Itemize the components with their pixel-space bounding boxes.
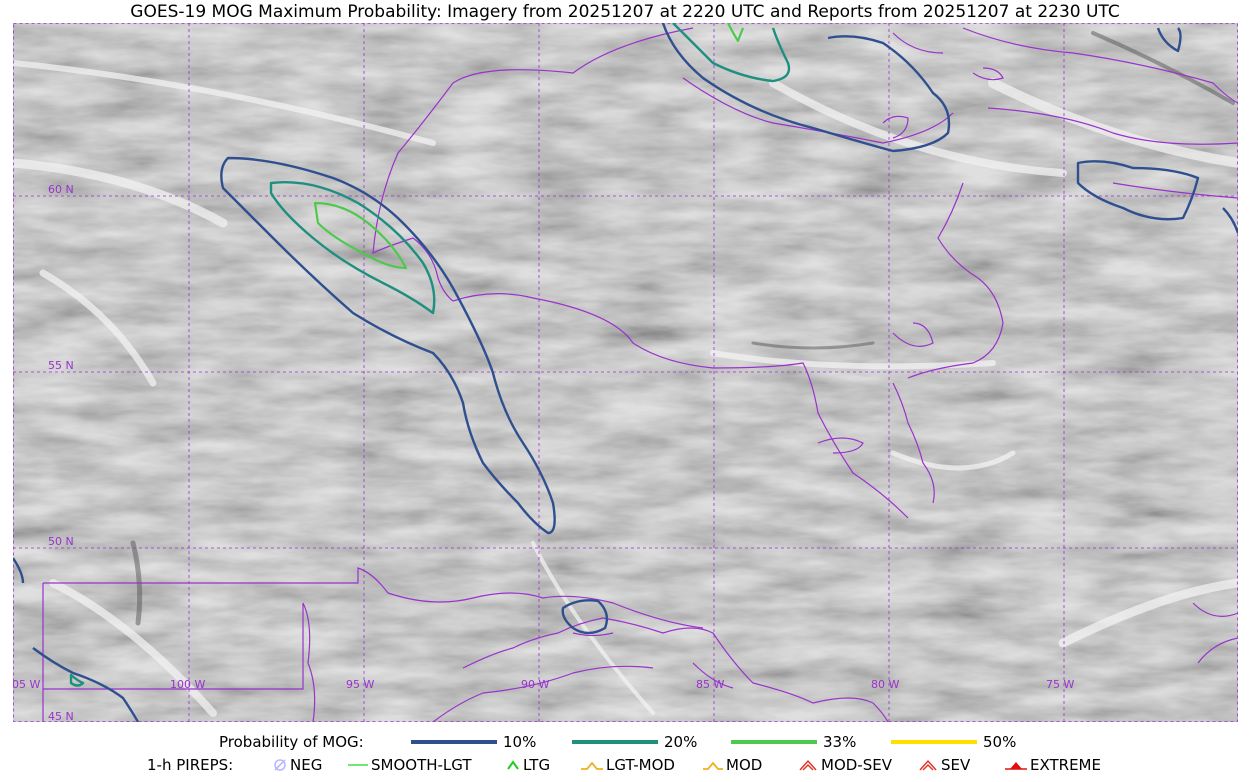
swatch-33-line bbox=[731, 740, 817, 744]
pirep-label-smooth-lgt: SMOOTH-LGT bbox=[371, 756, 472, 774]
legend-label-10: 10% bbox=[503, 733, 537, 751]
page-title: GOES-19 MOG Maximum Probability: Imagery… bbox=[130, 2, 1120, 22]
double-hat-icon bbox=[919, 759, 937, 771]
legend-item-50: 50% bbox=[891, 733, 1016, 751]
probability-10-contours bbox=[13, 23, 1238, 722]
pirep-label-neg: NEG bbox=[290, 756, 323, 774]
pirep-item-mod: MOD bbox=[702, 756, 762, 774]
cloud-texture bbox=[13, 23, 1238, 722]
pirep-label-ltg: LTG bbox=[523, 756, 551, 774]
pirep-item-ltg: LTG bbox=[505, 756, 550, 774]
lat-label-50: 50 N bbox=[48, 535, 74, 548]
legend-label-20: 20% bbox=[664, 733, 698, 751]
political-boundaries bbox=[42, 27, 1238, 722]
lat-label-55: 55 N bbox=[48, 359, 74, 372]
lon-label-105: 105 W bbox=[13, 678, 40, 691]
swatch-20-line bbox=[572, 740, 658, 744]
pirep-item-mod-sev: MOD-SEV bbox=[797, 756, 892, 774]
neg-icon bbox=[274, 759, 286, 771]
pirep-label-sev: SEV bbox=[941, 756, 971, 774]
pirep-item-sev: SEV bbox=[917, 756, 970, 774]
lon-label-85: 85 W bbox=[696, 678, 724, 691]
satellite-map[interactable]: 60 N 55 N 50 N 45 N 105 W 100 W 95 W 90 … bbox=[13, 23, 1238, 722]
pirep-label-lgt-mod: LGT-MOD bbox=[606, 756, 675, 774]
legend-item-33: 33% bbox=[731, 733, 856, 751]
lon-label-100: 100 W bbox=[170, 678, 205, 691]
lon-label-95: 95 W bbox=[346, 678, 374, 691]
legend-item-10: 10% bbox=[411, 733, 536, 751]
longitude-labels: 105 W 100 W 95 W 90 W 85 W 80 W 75 W bbox=[13, 678, 1074, 691]
legend-label-50: 50% bbox=[983, 733, 1017, 751]
lat-label-60: 60 N bbox=[48, 183, 74, 196]
pirep-label-mod-sev: MOD-SEV bbox=[821, 756, 892, 774]
pireps-legend-title: 1-h PIREPS: bbox=[147, 756, 234, 774]
lon-label-75: 75 W bbox=[1046, 678, 1074, 691]
latitude-labels: 60 N 55 N 50 N 45 N bbox=[48, 183, 74, 722]
pirep-label-extreme: EXTREME bbox=[1030, 756, 1101, 774]
probability-legend: Probability of MOG: 10% 20% 33% 50% bbox=[0, 733, 1250, 753]
graticule bbox=[13, 23, 1238, 722]
legend-label-33: 33% bbox=[823, 733, 857, 751]
probability-legend-title: Probability of MOG: bbox=[219, 733, 364, 751]
lon-label-90: 90 W bbox=[521, 678, 549, 691]
swatch-50-line bbox=[891, 740, 977, 744]
probability-33-contours bbox=[313, 23, 745, 270]
pireps-legend: 1-h PIREPS: NEG SMOOTH-LGT LTG LGT-MOD M… bbox=[0, 756, 1250, 778]
double-hat-icon bbox=[799, 759, 817, 771]
pirep-label-mod: MOD bbox=[726, 756, 763, 774]
pirep-item-extreme: EXTREME bbox=[1004, 756, 1101, 774]
hat-icon bbox=[703, 761, 723, 770]
swatch-10-line bbox=[411, 740, 497, 744]
hat-icon bbox=[581, 761, 603, 770]
probability-20-contours bbox=[69, 23, 791, 687]
legend-item-20: 20% bbox=[572, 733, 697, 751]
line-icon bbox=[348, 764, 368, 766]
caret-icon bbox=[507, 760, 519, 770]
lon-label-80: 80 W bbox=[871, 678, 899, 691]
pirep-item-lgt-mod: LGT-MOD bbox=[580, 756, 675, 774]
pirep-item-smooth-lgt: SMOOTH-LGT bbox=[347, 756, 472, 774]
lat-label-45: 45 N bbox=[48, 710, 74, 722]
bright-cloud-streaks bbox=[13, 60, 1238, 717]
filled-hat-icon bbox=[1005, 762, 1027, 770]
pirep-item-neg: NEG bbox=[272, 756, 322, 774]
